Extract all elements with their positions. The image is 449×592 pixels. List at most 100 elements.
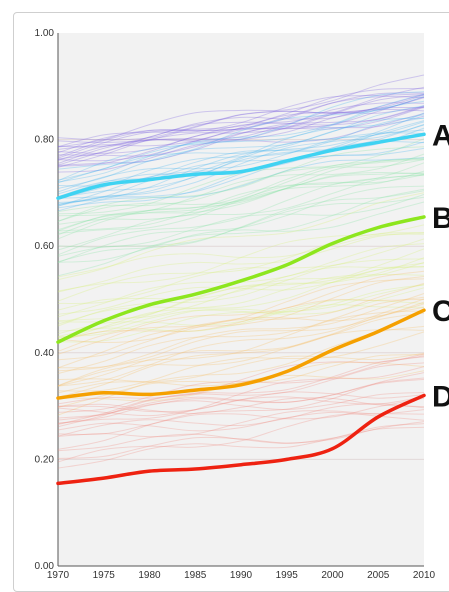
background-trajectory (57, 397, 425, 415)
background-trajectory (57, 329, 425, 387)
background-trajectory (57, 201, 425, 263)
background-trajectory (57, 366, 425, 424)
background-trajectory (57, 194, 425, 248)
background-trajectory (57, 106, 425, 166)
y-tick-label: 0.20 (35, 454, 55, 465)
background-trajectory (57, 310, 425, 387)
background-trajectory (57, 106, 425, 150)
background-trajectory (57, 409, 425, 438)
background-trajectory (57, 102, 425, 164)
background-trajectory (57, 108, 425, 161)
background-trajectory (57, 91, 425, 182)
background-trajectory (57, 174, 425, 256)
background-trajectory (57, 153, 425, 217)
background-trajectory (57, 112, 425, 204)
background-trajectory (57, 120, 425, 205)
background-trajectory (57, 124, 425, 206)
background-trajectory (57, 352, 425, 383)
background-trajectory (57, 96, 425, 154)
background-trajectory (57, 248, 425, 332)
background-trajectory (57, 270, 425, 355)
background-trajectory (57, 372, 425, 450)
background-trajectory (57, 413, 425, 463)
background-trajectory (57, 159, 425, 212)
background-trajectory (57, 173, 425, 251)
background-trajectory (57, 303, 425, 344)
y-tick-label: 0.00 (35, 561, 55, 572)
background-trajectory (57, 232, 425, 293)
background-trajectory (57, 88, 425, 158)
background-trajectory (57, 298, 425, 387)
background-trajectory (57, 113, 425, 173)
x-tick-label: 1975 (93, 570, 116, 581)
background-trajectory (57, 132, 425, 193)
x-tick-label: 1970 (47, 570, 70, 581)
background-trajectory (57, 117, 425, 184)
background-trajectory (57, 157, 425, 212)
background-trajectory (57, 421, 425, 459)
background-trajectory (57, 185, 425, 264)
x-tick-label: 2005 (367, 570, 390, 581)
background-trajectory (57, 312, 425, 387)
background-trajectory (57, 266, 425, 311)
series-line-b (56, 215, 426, 344)
background-trajectory (57, 296, 425, 374)
background-trajectory (57, 96, 425, 167)
background-trajectory (57, 233, 425, 278)
background-trajectory (57, 100, 425, 181)
background-trajectory (57, 377, 425, 424)
background-trajectory (57, 190, 425, 263)
background-trajectory (57, 423, 425, 469)
background-trajectory (57, 258, 425, 327)
x-tick-label: 1995 (276, 570, 299, 581)
background-trajectory (57, 266, 425, 343)
background-trajectory (57, 162, 425, 232)
background-trajectory (57, 298, 425, 342)
background-trajectory (57, 287, 425, 343)
series-label-c: C (432, 295, 449, 328)
background-trajectory (57, 141, 425, 209)
background-trajectory (57, 262, 425, 322)
background-trajectory (57, 257, 425, 323)
background-trajectory (57, 93, 425, 148)
background-trajectory (57, 147, 425, 207)
series-line-d (56, 393, 426, 486)
background-trajectory (57, 86, 425, 160)
x-tick-label: 1985 (184, 570, 207, 581)
x-tick-label: 1990 (230, 570, 253, 581)
background-trajectory (57, 396, 425, 417)
background-trajectory (57, 105, 425, 154)
background-trajectory (57, 97, 425, 141)
background-trajectory (57, 158, 425, 236)
background-trajectory (57, 170, 425, 234)
background-trajectory (57, 284, 425, 339)
series-line-c (56, 308, 426, 400)
background-trajectory (57, 403, 425, 437)
background-trajectory (57, 276, 425, 369)
background-trajectory (57, 306, 425, 398)
background-trajectory (57, 93, 425, 148)
background-trajectory (57, 92, 425, 159)
background-trajectory (57, 157, 425, 232)
x-tick-label: 2000 (321, 570, 344, 581)
background-trajectory (57, 196, 425, 257)
series-label-d: D (432, 380, 449, 413)
background-trajectory (57, 426, 425, 452)
background-trajectory (57, 391, 425, 413)
background-trajectory (57, 106, 425, 166)
background-trajectory (57, 115, 425, 157)
background-trajectory (57, 397, 425, 435)
background-trajectory (57, 127, 425, 199)
background-trajectory (57, 224, 425, 292)
series-line-a (56, 132, 426, 200)
background-trajectory (57, 278, 425, 352)
y-tick-label: 0.60 (35, 241, 55, 252)
background-trajectory (57, 105, 425, 189)
y-tick-label: 0.80 (35, 135, 55, 146)
background-trajectory (57, 293, 425, 372)
background-trajectory (57, 282, 425, 361)
background-trajectory (57, 299, 425, 335)
background-trajectory (57, 172, 425, 231)
background-trajectory (57, 158, 425, 240)
